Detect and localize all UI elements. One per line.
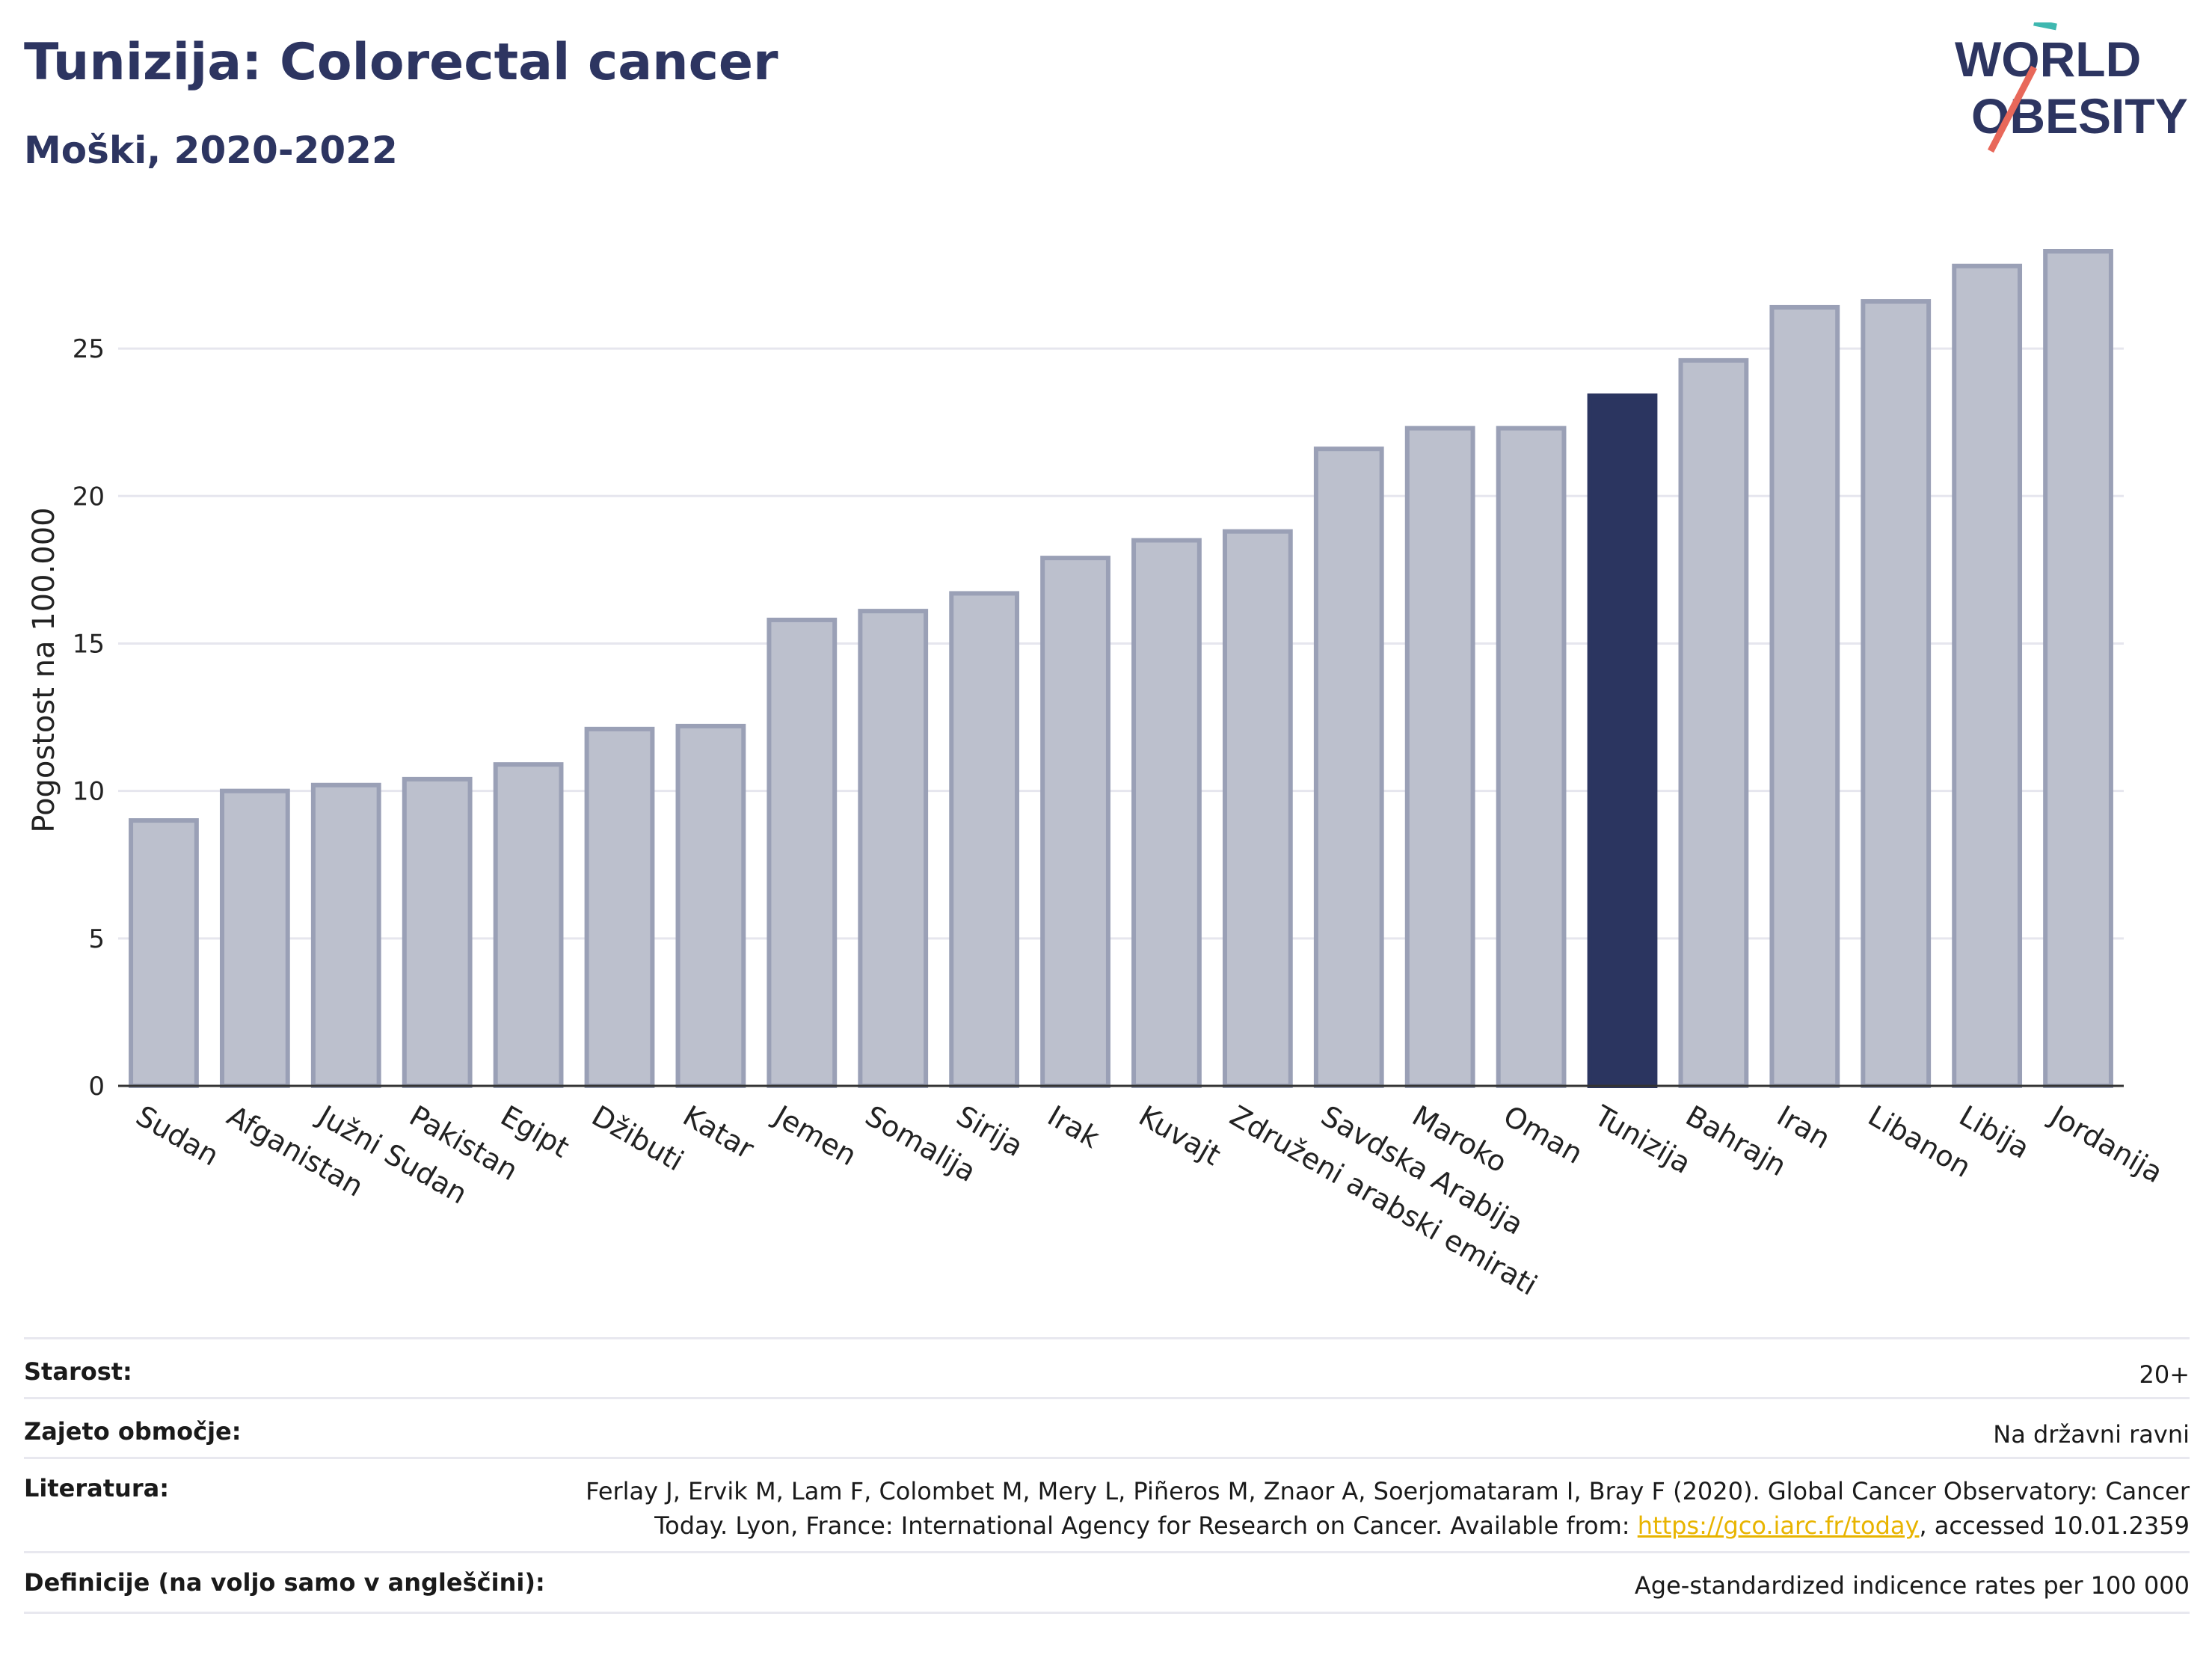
x-tick-label: Kuvajt bbox=[1133, 1099, 1226, 1172]
bar-13[interactable] bbox=[1313, 446, 1384, 1088]
world-obesity-logo: WORLD OBESITY bbox=[1955, 22, 2188, 153]
bar-15[interactable] bbox=[1496, 426, 1567, 1088]
bar-17[interactable] bbox=[1678, 357, 1749, 1088]
bar-21[interactable] bbox=[2043, 249, 2113, 1088]
bar-6[interactable] bbox=[675, 723, 746, 1088]
bar-0[interactable] bbox=[129, 818, 199, 1089]
footer-label-literature: Literatura: bbox=[24, 1474, 169, 1502]
x-tick-label: Jordanija bbox=[2044, 1099, 2169, 1190]
logo-slash-teal bbox=[2033, 22, 2057, 31]
footer-row-age: Starost: 20+ bbox=[24, 1337, 2190, 1397]
bar-5[interactable] bbox=[584, 726, 655, 1088]
x-tick-label: Iran bbox=[1772, 1099, 1836, 1155]
x-tick-label: Sudan bbox=[130, 1099, 224, 1173]
bar-16[interactable] bbox=[1587, 393, 1658, 1088]
x-tick-label: Tunizija bbox=[1588, 1099, 1697, 1180]
footer-value-age: 20+ bbox=[2139, 1360, 2190, 1389]
bar-1[interactable] bbox=[219, 788, 290, 1088]
bar-18[interactable] bbox=[1769, 304, 1840, 1088]
y-tick-label: 20 bbox=[73, 482, 105, 512]
logo-slash-coral bbox=[1988, 65, 2037, 153]
footer-value-literature: Ferlay J, Ervik M, Lam F, Colombet M, Me… bbox=[586, 1474, 2190, 1543]
footer-label-definitions: Definicije (na voljo samo v angleščini): bbox=[24, 1568, 545, 1597]
x-tick-label: Libanon bbox=[1863, 1099, 1976, 1184]
literature-link[interactable]: https://gco.iarc.fr/today bbox=[1637, 1511, 1920, 1540]
x-tick-label: Oman bbox=[1498, 1099, 1588, 1170]
logo-line1: WORLD bbox=[1955, 31, 2141, 87]
y-tick-labels: 0 5 10 15 20 25 bbox=[73, 334, 105, 1102]
literature-line1: Ferlay J, Ervik M, Lam F, Colombet M, Me… bbox=[586, 1477, 2190, 1505]
bar-10[interactable] bbox=[1040, 556, 1110, 1088]
bar-20[interactable] bbox=[1952, 263, 2023, 1089]
y-tick-label: 25 bbox=[73, 334, 105, 364]
literature-line2-post: , accessed 10.01.2359 bbox=[1919, 1511, 2190, 1540]
bar-19[interactable] bbox=[1861, 299, 1932, 1089]
bar-12[interactable] bbox=[1222, 529, 1293, 1088]
x-tick-label: Džibuti bbox=[586, 1099, 689, 1178]
footer-row-literature: Literatura: Ferlay J, Ervik M, Lam F, Co… bbox=[24, 1457, 2190, 1551]
bars bbox=[129, 249, 2113, 1089]
bar-3[interactable] bbox=[402, 776, 473, 1089]
footer-label-coverage: Zajeto območje: bbox=[24, 1417, 242, 1446]
metadata-table: Starost: 20+ Zajeto območje: Na državni … bbox=[24, 1337, 2190, 1614]
bar-8[interactable] bbox=[858, 609, 929, 1088]
footer-label-age: Starost: bbox=[24, 1357, 132, 1386]
bar-4[interactable] bbox=[493, 762, 564, 1088]
y-axis-label: Pogostost na 100.000 bbox=[27, 507, 61, 832]
chart-title: Tunizija: Colorectal cancer bbox=[24, 33, 778, 92]
literature-line2-pre: Today. Lyon, France: International Agenc… bbox=[654, 1511, 1638, 1540]
bar-9[interactable] bbox=[949, 591, 1020, 1088]
bar-2[interactable] bbox=[310, 782, 381, 1088]
x-tick-label: Irak bbox=[1042, 1099, 1105, 1155]
x-tick-label: Bahrajn bbox=[1680, 1099, 1792, 1183]
chart-subtitle: Moški, 2020-2022 bbox=[24, 129, 398, 172]
footer-row-definitions: Definicije (na voljo samo v angleščini):… bbox=[24, 1551, 2190, 1614]
y-tick-label: 10 bbox=[73, 777, 105, 807]
x-tick-label: Katar bbox=[678, 1099, 760, 1166]
footer-value-definitions: Age-standardized indicence rates per 100… bbox=[1634, 1571, 2190, 1600]
x-tick-label: Jemen bbox=[767, 1099, 862, 1173]
footer-value-coverage: Na državni ravni bbox=[1993, 1420, 2190, 1449]
y-tick-label: 5 bbox=[88, 924, 105, 954]
bar-11[interactable] bbox=[1131, 538, 1202, 1088]
footer-row-coverage: Zajeto območje: Na državni ravni bbox=[24, 1397, 2190, 1457]
bar-7[interactable] bbox=[766, 617, 838, 1088]
bar-14[interactable] bbox=[1404, 426, 1475, 1088]
y-tick-label: 0 bbox=[88, 1072, 105, 1102]
y-tick-label: 15 bbox=[73, 629, 105, 659]
